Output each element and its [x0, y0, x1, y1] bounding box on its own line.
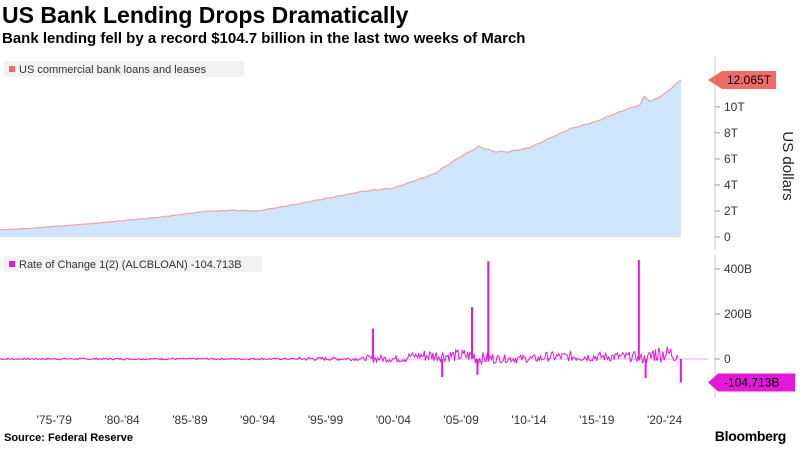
brand-logo-text: Bloomberg — [714, 428, 787, 444]
chart-subtitle: Bank lending fell by a record $104.7 bil… — [2, 30, 526, 47]
bottom-legend: Rate of Change 1(2) (ALCBLOAN) -104.713B — [4, 256, 262, 272]
bottom-y-tick-label: 400B — [724, 262, 752, 276]
chart-title: US Bank Lending Drops Dramatically — [2, 2, 409, 28]
top-y-tick-label: 2T — [724, 204, 739, 218]
bottom-legend-swatch — [9, 261, 15, 267]
rate-of-change-spikes — [371, 260, 682, 383]
bottom-legend-label: Rate of Change 1(2) (ALCBLOAN) -104.713B — [19, 259, 242, 271]
x-tick-label: '80-'84 — [104, 413, 140, 427]
top-legend-label: US commercial bank loans and leases — [19, 64, 207, 76]
bottom-y-ticks: 0 200B 400B — [715, 262, 752, 366]
top-y-ticks: 0 2T 4T 6T 8T 10T — [715, 100, 745, 244]
x-tick-label: '05-'09 — [444, 413, 480, 427]
bottom-y-tick-label: 200B — [724, 307, 752, 321]
x-tick-label: '10-'14 — [511, 413, 547, 427]
top-legend-bg — [4, 61, 244, 77]
top-callout-bg — [708, 71, 776, 89]
x-tick-label: '95-'99 — [308, 413, 344, 427]
top-y-tick-label: 4T — [724, 178, 739, 192]
top-legend: US commercial bank loans and leases — [4, 61, 244, 77]
x-axis-ticks: '75-'79 '80-'84 '85-'89 '90-'94 '95-'99 '00-'… — [37, 413, 683, 427]
bottom-callout-value: -104.713B — [724, 376, 779, 390]
x-tick-label: '20-'24 — [647, 413, 683, 427]
top-callout: 12.065T — [708, 71, 776, 89]
x-tick-label: '75-'79 — [37, 413, 73, 427]
bottom-callout-bg — [708, 373, 795, 392]
source-note: Source: Federal Reserve — [4, 432, 134, 444]
loans-area-line — [0, 79, 682, 231]
x-tick-label: '15-'19 — [579, 413, 615, 427]
x-tick-label: '90-'94 — [240, 413, 276, 427]
bottom-callout: -104.713B — [708, 373, 795, 392]
x-tick-label: '85-'89 — [172, 413, 208, 427]
top-legend-swatch — [9, 66, 15, 72]
top-y-axis-label: US dollars — [779, 131, 796, 200]
top-y-tick-label: 10T — [724, 100, 745, 114]
top-y-tick-label: 8T — [724, 126, 739, 140]
loans-area-fill — [0, 80, 681, 237]
bottom-y-tick-label: 0 — [724, 352, 731, 366]
rate-of-change-line — [0, 346, 679, 365]
top-y-tick-label: 6T — [724, 152, 739, 166]
top-y-tick-label: 0 — [724, 230, 731, 244]
x-tick-label: '00-'04 — [376, 413, 412, 427]
bottom-legend-bg — [4, 256, 262, 272]
top-callout-value: 12.065T — [727, 73, 772, 87]
